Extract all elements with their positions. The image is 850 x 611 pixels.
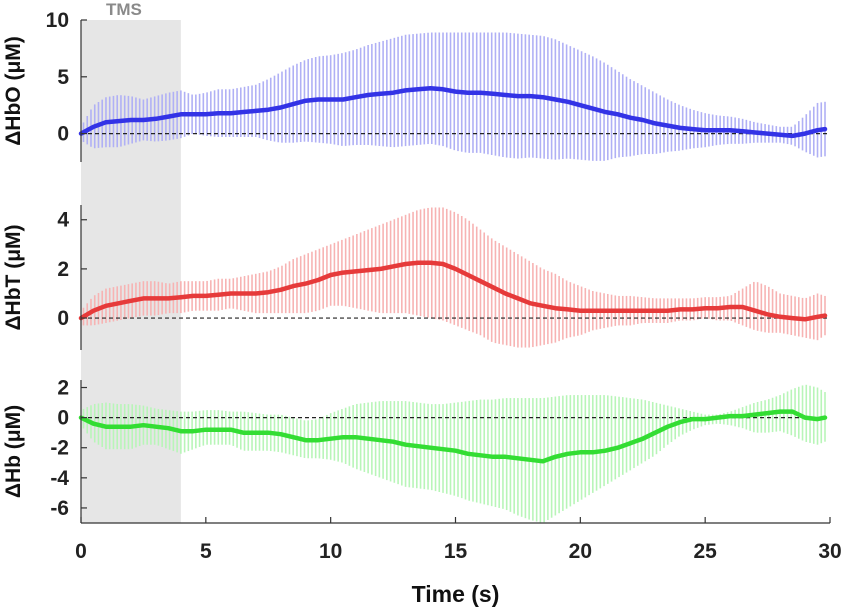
x-tick-label: 20	[569, 540, 592, 563]
error-band	[82, 32, 826, 161]
x-axis: 0 5 10 15 20 25 30 Time (s)	[75, 517, 842, 607]
mean-line	[78, 85, 828, 139]
x-axis-label: Time (s)	[412, 581, 500, 607]
y-axis-label: ΔHbT (μM)	[2, 224, 25, 330]
y-tick-label: 4	[57, 209, 69, 232]
x-tick-label: 5	[200, 540, 212, 563]
y-tick-label: 0	[57, 307, 69, 330]
x-tick-label: 30	[818, 540, 841, 563]
panel-3: -6 -4 -2 0 2 ΔHb (μM)	[2, 377, 830, 523]
y-tick-label: -6	[50, 497, 69, 520]
panel-2: 0 2 4 ΔHbT (μM)	[2, 205, 830, 350]
error-band	[82, 207, 826, 348]
mean-line	[78, 260, 828, 322]
y-tick-label: 0	[57, 407, 69, 430]
y-tick-label: -2	[50, 437, 69, 460]
tms-stimulation-region	[81, 20, 181, 523]
x-tick-label: 0	[75, 540, 87, 563]
y-axis-label: ΔHb (μM)	[2, 405, 25, 498]
error-band	[82, 384, 826, 523]
y-tick-label: 2	[57, 377, 69, 400]
y-tick-label: -4	[50, 467, 69, 490]
y-tick-label: 5	[57, 66, 69, 89]
x-tick-label: 15	[444, 540, 468, 563]
tms-label: TMS	[106, 0, 142, 19]
y-tick-label: 0	[57, 123, 69, 146]
x-tick-label: 25	[693, 540, 717, 563]
mean-line	[78, 409, 828, 464]
panel-1: 0 5 10 ΔHbO (μM)	[2, 9, 830, 162]
y-tick-label: 10	[46, 9, 69, 32]
x-tick-label: 10	[319, 540, 342, 563]
y-tick-label: 2	[57, 258, 69, 281]
y-axis-label: ΔHbO (μM)	[2, 36, 25, 146]
